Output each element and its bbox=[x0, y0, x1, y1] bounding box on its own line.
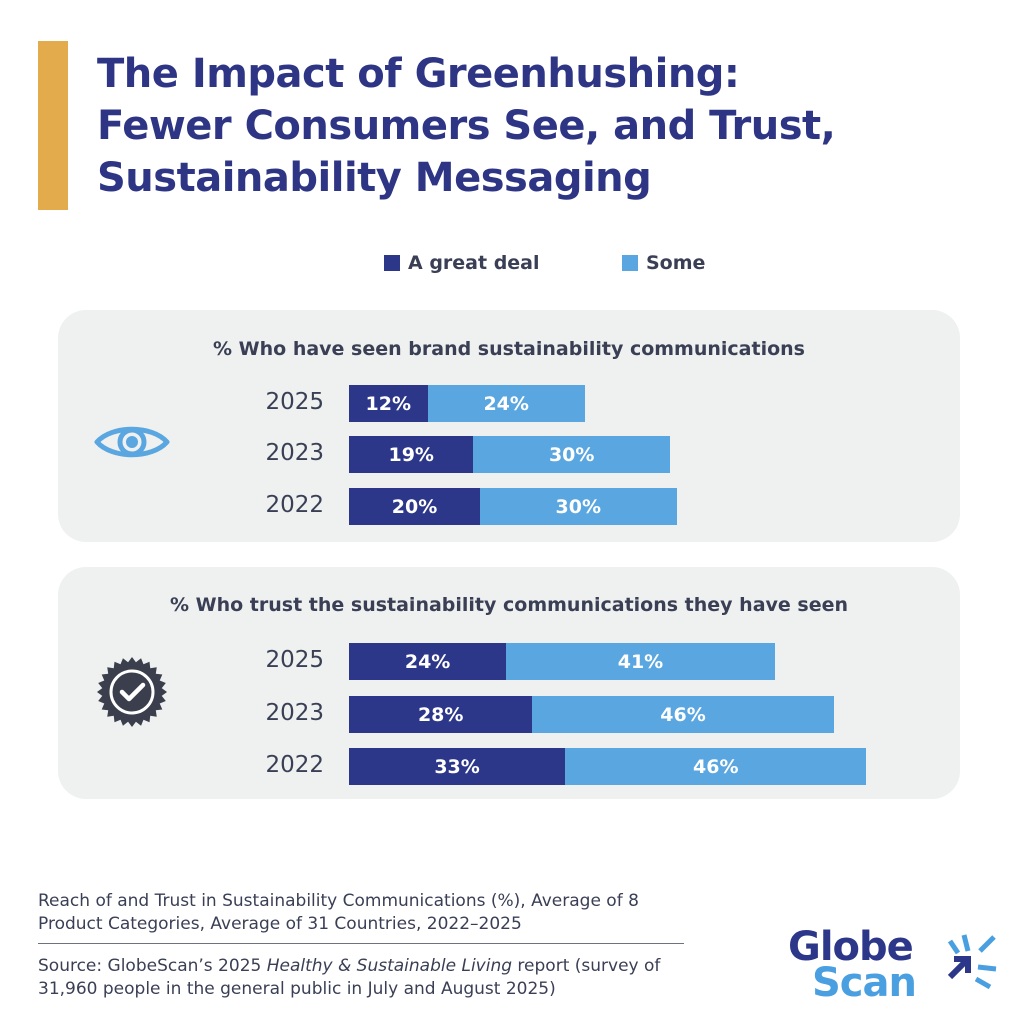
bar-some-2022: 46% bbox=[565, 748, 867, 785]
bar-great-deal-2022: 20% bbox=[349, 488, 480, 525]
bar-some-2025: 24% bbox=[427, 385, 585, 422]
seen-communications-panel: % Who have seen brand sustainability com… bbox=[58, 310, 960, 542]
bar-some-2022: 30% bbox=[480, 488, 677, 525]
bar-great-deal-2022: 33% bbox=[349, 748, 566, 785]
legend-label-great-deal: A great deal bbox=[408, 252, 540, 274]
page-title: The Impact of Greenhushing: Fewer Consum… bbox=[97, 48, 977, 204]
panel-title-seen: % Who have seen brand sustainability com… bbox=[213, 338, 805, 360]
title-line-3: Sustainability Messaging bbox=[97, 155, 652, 201]
title-accent-bar bbox=[38, 41, 68, 210]
legend-swatch-great-deal bbox=[384, 255, 400, 271]
logo-word-globe: Globe bbox=[788, 924, 914, 970]
footer-divider bbox=[38, 943, 684, 944]
legend-swatch-some bbox=[622, 255, 638, 271]
title-line-2: Fewer Consumers See, and Trust, bbox=[97, 103, 836, 149]
globescan-logo: Globe Scan bbox=[788, 924, 998, 1006]
source-suffix: report (survey of 31,960 people in the g… bbox=[38, 956, 661, 999]
year-label-2025: 2025 bbox=[265, 389, 324, 415]
bar-great-deal-2023: 19% bbox=[349, 436, 474, 473]
bar-some-2025: 41% bbox=[506, 643, 775, 680]
bar-some-2023: 46% bbox=[532, 696, 834, 733]
source-note: Source: GlobeScan’s 2025 Healthy & Susta… bbox=[38, 955, 686, 1001]
title-line-1: The Impact of Greenhushing: bbox=[97, 51, 740, 97]
legend-label-some: Some bbox=[646, 252, 706, 274]
bar-great-deal-2025: 24% bbox=[349, 643, 507, 680]
bar-great-deal-2025: 12% bbox=[349, 385, 428, 422]
chart-legend: A great deal Some bbox=[0, 252, 1024, 282]
source-report-name: Healthy & Sustainable Living bbox=[266, 956, 513, 976]
logo-burst-icon bbox=[947, 934, 997, 990]
year-label-2025: 2025 bbox=[265, 647, 324, 673]
trust-communications-panel: % Who trust the sustainability communica… bbox=[58, 567, 960, 799]
year-label-2022: 2022 bbox=[265, 492, 324, 518]
source-prefix: Source: GlobeScan’s 2025 bbox=[38, 956, 267, 976]
verified-badge-icon bbox=[97, 657, 167, 727]
year-label-2023: 2023 bbox=[265, 440, 324, 466]
legend-item-great-deal: A great deal bbox=[384, 252, 540, 274]
bar-great-deal-2023: 28% bbox=[349, 696, 533, 733]
panel-title-trust: % Who trust the sustainability communica… bbox=[169, 594, 849, 616]
legend-item-some: Some bbox=[622, 252, 705, 274]
year-label-2023: 2023 bbox=[265, 700, 324, 726]
eye-icon bbox=[94, 426, 170, 458]
year-label-2022: 2022 bbox=[265, 752, 324, 778]
logo-word-scan: Scan bbox=[812, 960, 917, 1006]
chart-caption: Reach of and Trust in Sustainability Com… bbox=[38, 891, 639, 934]
bar-some-2023: 30% bbox=[473, 436, 670, 473]
